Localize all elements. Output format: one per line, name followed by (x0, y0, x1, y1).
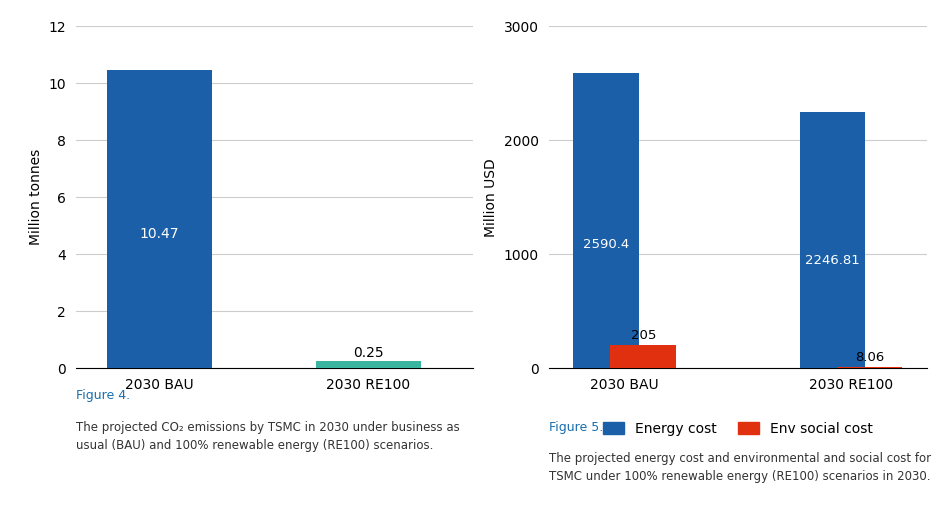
Text: Figure 5.: Figure 5. (549, 421, 603, 434)
Bar (836, 367, 902, 368)
Text: The projected CO₂ emissions by TSMC in 2030 under business as
usual (BAU) and 10: The projected CO₂ emissions by TSMC in 2… (76, 421, 460, 452)
Bar (107, 70, 212, 368)
Bar (799, 112, 866, 368)
Text: 0.25: 0.25 (353, 346, 384, 360)
Text: The projected energy cost and environmental and social cost for
TSMC under 100% : The projected energy cost and environmen… (549, 452, 931, 483)
Y-axis label: Million USD: Million USD (484, 158, 499, 237)
Text: 2590.4: 2590.4 (583, 238, 629, 251)
Text: 205: 205 (631, 329, 656, 342)
Bar (610, 345, 676, 368)
Text: 2246.81: 2246.81 (805, 254, 860, 267)
Text: 10.47: 10.47 (140, 227, 179, 241)
Bar (316, 361, 421, 368)
Legend: Energy cost, Env social cost: Energy cost, Env social cost (598, 416, 878, 441)
Text: Figure 4.: Figure 4. (76, 389, 130, 402)
Bar (573, 73, 639, 368)
Text: 8.06: 8.06 (855, 351, 885, 365)
Y-axis label: Million tonnes: Million tonnes (28, 149, 43, 245)
